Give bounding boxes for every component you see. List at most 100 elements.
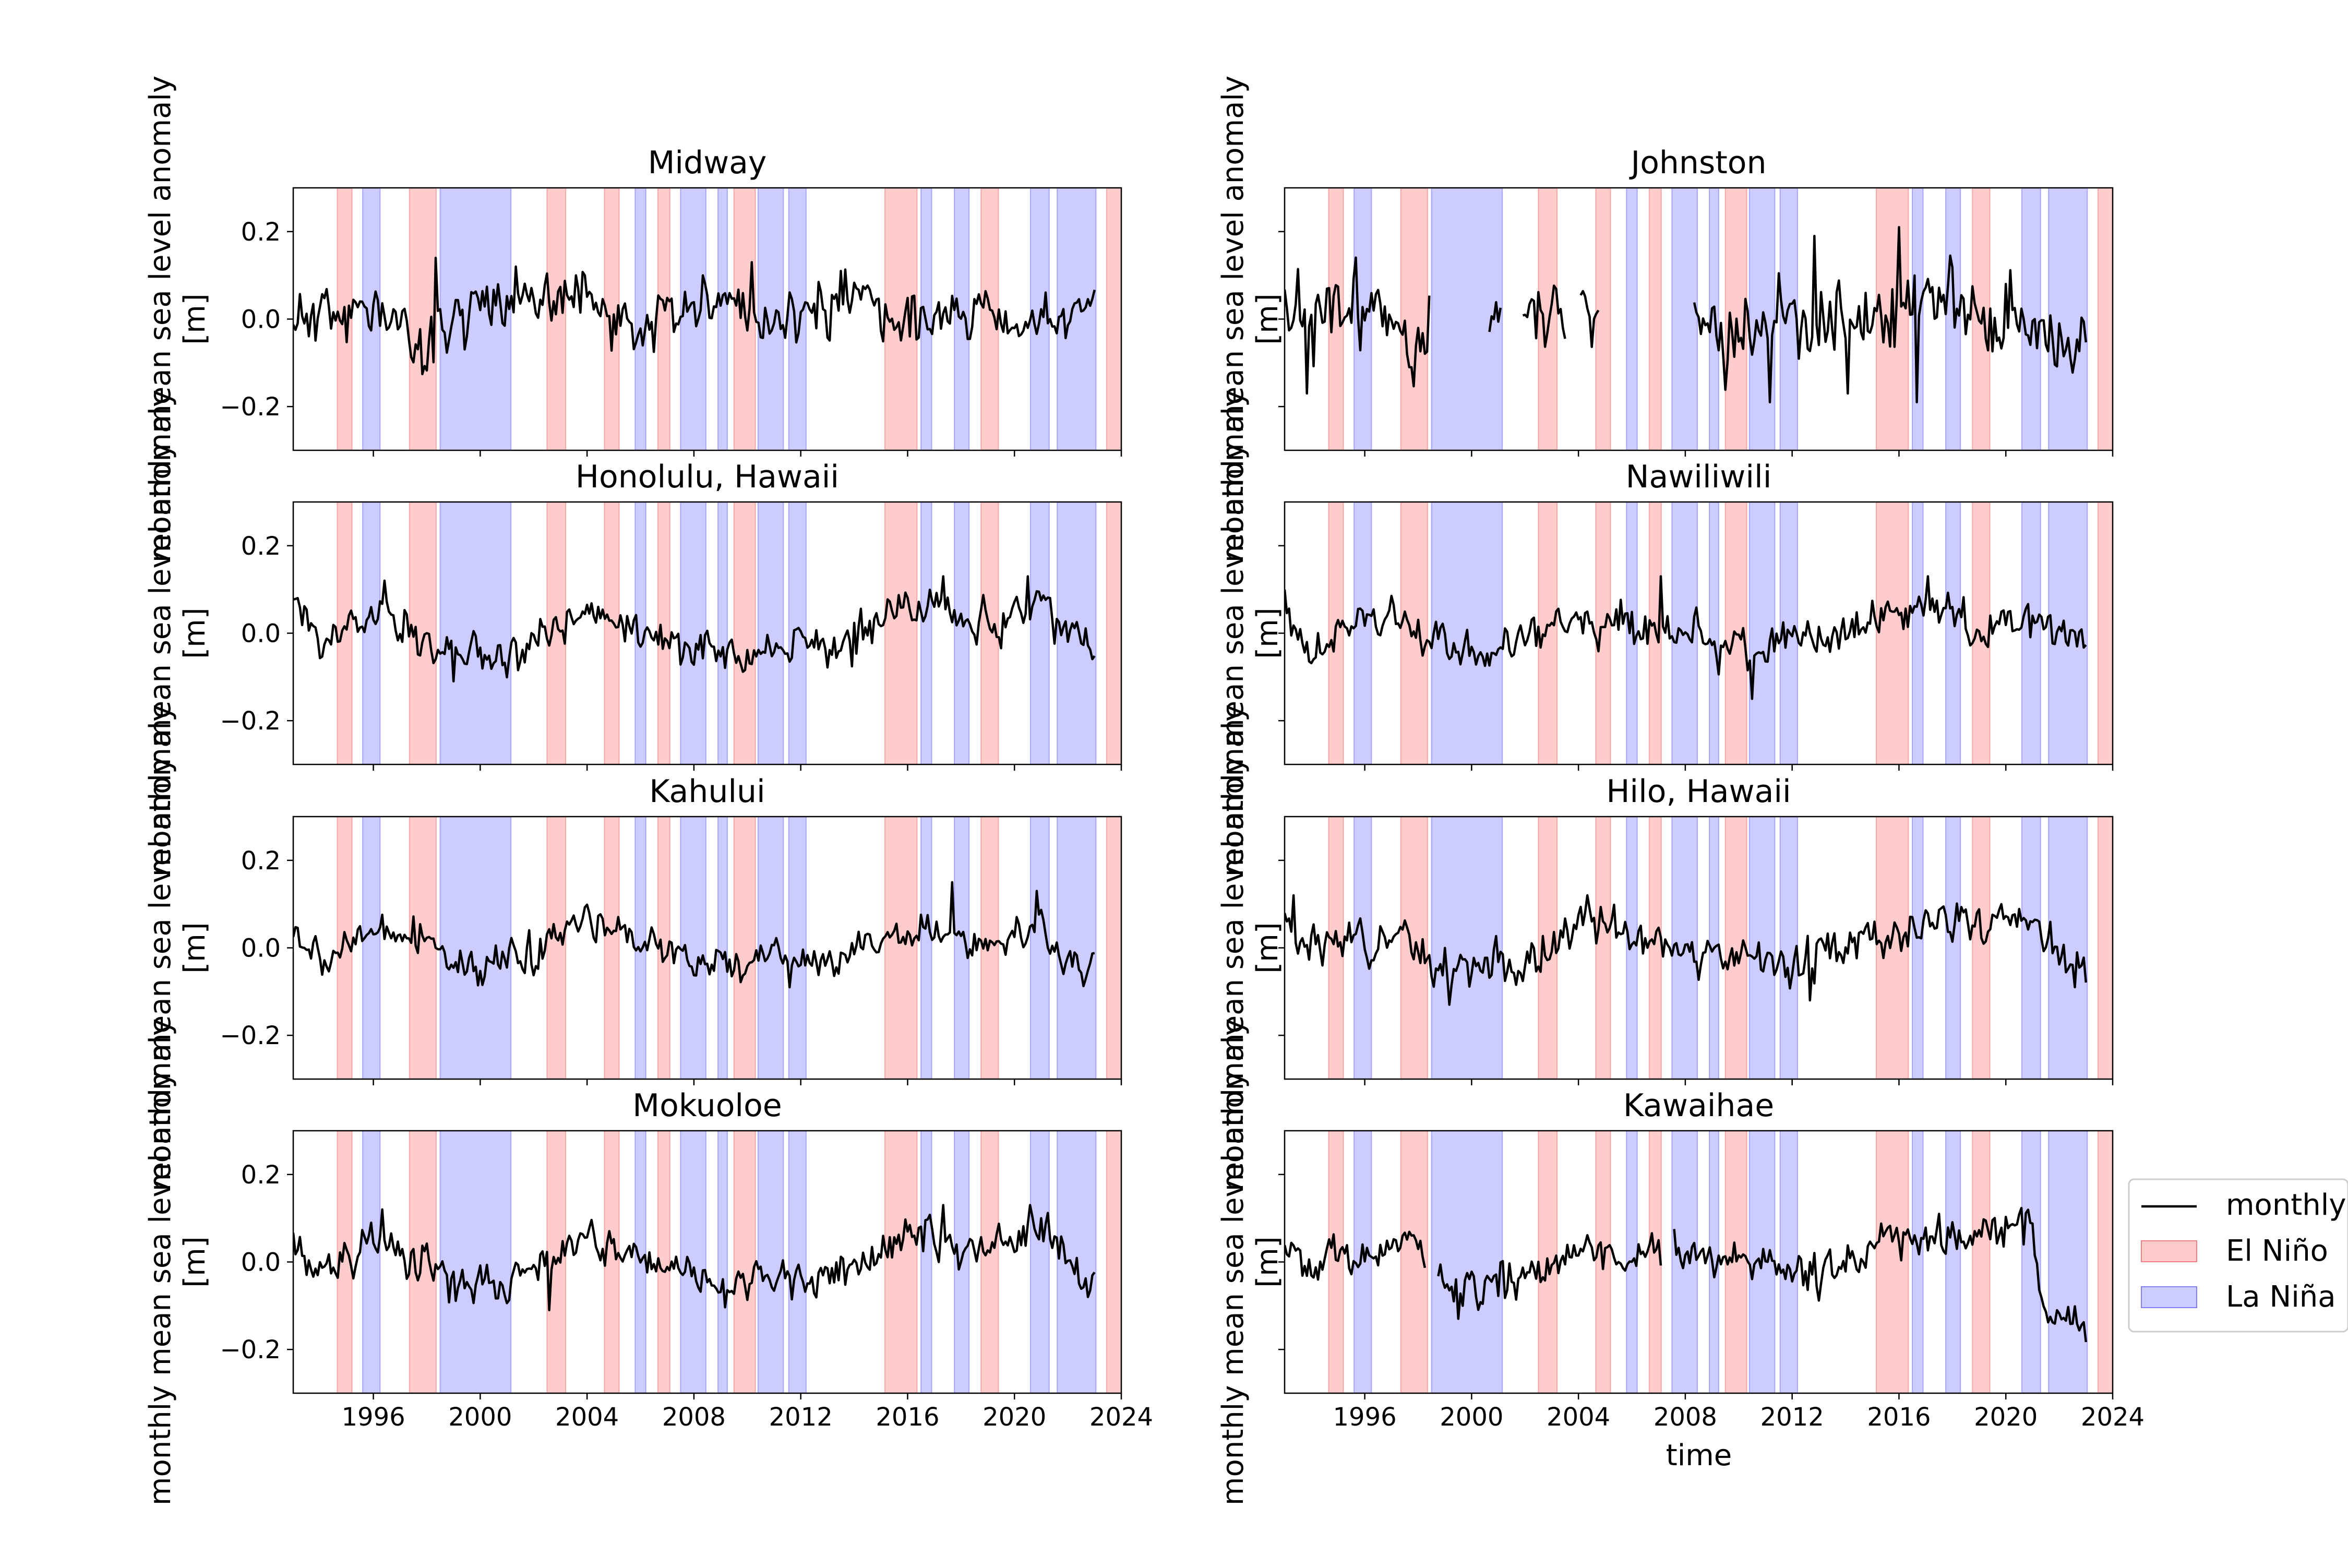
series-line-monthly: [293, 256, 1096, 376]
legend-swatch-patch: [2141, 1286, 2197, 1308]
el-nino-band: [1595, 188, 1611, 450]
x-tick-label: 2004: [1547, 1403, 1610, 1432]
x-tick-label: 2016: [876, 1403, 939, 1432]
la-nina-band: [717, 817, 728, 1079]
la-nina-band: [954, 502, 970, 764]
el-nino-band: [2097, 1131, 2113, 1393]
x-tick-label: 2012: [1760, 1403, 1824, 1432]
subplot-honolulu-hawaii: Honolulu, Hawaii −0.2 0.0 0.2 monthly mean s…: [143, 390, 1122, 877]
la-nina-band: [2021, 817, 2041, 1079]
subplot-mokuoloe: Mokuoloe 1996 2000 2004 2008 2012 2016 2020 2024…: [143, 1019, 1153, 1505]
la-nina-band: [634, 502, 646, 764]
legend-label: El Niño: [2226, 1234, 2328, 1268]
y-axis-label-unit: [m]: [1251, 1236, 1285, 1287]
el-nino-band: [1648, 817, 1662, 1079]
x-tick-label: 1996: [1333, 1403, 1397, 1432]
la-nina-band: [1779, 817, 1798, 1079]
subplot-title: Honolulu, Hawaii: [576, 459, 839, 495]
x-axis-label: time: [1666, 1439, 1732, 1473]
la-nina-band: [1912, 817, 1924, 1079]
el-nino-band: [409, 817, 437, 1079]
la-nina-band: [1353, 502, 1372, 764]
la-nina-band: [1057, 188, 1097, 450]
el-nino-band: [1106, 502, 1121, 764]
el-nino-band: [657, 188, 670, 450]
subplot-title: Johnston: [1629, 145, 1767, 181]
la-nina-band: [1353, 817, 1372, 1079]
el-nino-band: [1538, 188, 1558, 450]
el-nino-band: [1106, 1131, 1121, 1393]
la-nina-band: [788, 1131, 807, 1393]
el-nino-band: [657, 502, 670, 764]
y-tick-label: 0.0: [241, 305, 281, 334]
subplot-title: Mokuoloe: [632, 1087, 782, 1124]
y-axis-label: monthly mean sea level anomaly: [143, 390, 177, 877]
el-nino-band: [409, 1131, 437, 1393]
y-tick-label: −0.2: [220, 1021, 281, 1050]
la-nina-band: [920, 502, 932, 764]
y-axis-label-unit: [m]: [1251, 293, 1285, 344]
y-axis-label: monthly mean sea level anomaly: [143, 704, 177, 1191]
la-nina-band: [1779, 188, 1798, 450]
la-nina-band: [920, 817, 932, 1079]
y-axis-label: monthly mean sea level anomaly: [143, 1019, 177, 1505]
series-line-monthly: [1285, 575, 2087, 700]
la-nina-band: [717, 188, 728, 450]
subplot-title: Hilo, Hawaii: [1606, 773, 1791, 810]
el-nino-band: [733, 817, 756, 1079]
la-nina-band: [1945, 817, 1961, 1079]
el-nino-band: [884, 1131, 918, 1393]
y-axis-label: monthly mean sea level anomaly: [1216, 390, 1250, 877]
la-nina-band: [788, 817, 807, 1079]
la-nina-band: [634, 188, 646, 450]
y-tick-label: 0.0: [241, 934, 281, 963]
legend-label: monthly: [2226, 1188, 2346, 1222]
x-tick-label: 2004: [555, 1403, 619, 1432]
x-axis-label-group: time: [1666, 1439, 1732, 1473]
la-nina-band: [1626, 502, 1638, 764]
enso-bands: [1328, 817, 2113, 1079]
y-axis-label-unit: [m]: [178, 1236, 212, 1287]
el-nino-band: [2097, 188, 2113, 450]
la-nina-band: [1912, 188, 1924, 450]
la-nina-band: [439, 817, 512, 1079]
el-nino-band: [1972, 817, 1991, 1079]
el-nino-band: [1724, 817, 1747, 1079]
la-nina-band: [1029, 1131, 1050, 1393]
la-nina-band: [362, 1131, 381, 1393]
la-nina-band: [1748, 817, 1776, 1079]
la-nina-band: [2048, 1131, 2088, 1393]
series-line-monthly: [1285, 226, 2088, 404]
la-nina-band: [788, 188, 807, 450]
y-tick-label: 0.2: [241, 1160, 281, 1190]
subplot-midway: Midway −0.2 0.0 0.2 monthly mean sea level a…: [143, 76, 1122, 562]
y-tick-label: 0.0: [241, 1248, 281, 1277]
series-line-monthly: [293, 881, 1095, 989]
la-nina-band: [717, 1131, 728, 1393]
subplot-kahului: Kahului −0.2 0.0 0.2 monthly mean sea level …: [143, 704, 1122, 1191]
x-tick-label: 2016: [1867, 1403, 1931, 1432]
enso-bands: [1328, 1131, 2113, 1393]
el-nino-band: [733, 502, 756, 764]
x-tick-label: 2012: [769, 1403, 833, 1432]
y-tick-label: 0.2: [241, 218, 281, 247]
y-tick-label: −0.2: [220, 392, 281, 422]
el-nino-band: [1328, 1131, 1344, 1393]
la-nina-band: [1945, 1131, 1961, 1393]
la-nina-band: [2021, 1131, 2041, 1393]
y-axis-label-unit: [m]: [178, 922, 212, 973]
la-nina-band: [1057, 817, 1097, 1079]
la-nina-band: [2021, 188, 2041, 450]
subplot-johnston: Johnston monthly mean sea level anomaly [m…: [1216, 76, 2114, 562]
x-tick-label: 2020: [1974, 1403, 2038, 1432]
subplot-title: Nawiliwili: [1626, 459, 1772, 495]
y-axis-label: monthly mean sea level anomaly: [1216, 1019, 1250, 1505]
la-nina-band: [439, 188, 512, 450]
la-nina-band: [717, 502, 728, 764]
series-line-monthly: [293, 575, 1096, 683]
series-line-monthly: [293, 1204, 1096, 1311]
la-nina-band: [1912, 502, 1924, 764]
enso-bands: [337, 1131, 1121, 1393]
el-nino-band: [980, 1131, 999, 1393]
el-nino-band: [2097, 502, 2113, 764]
